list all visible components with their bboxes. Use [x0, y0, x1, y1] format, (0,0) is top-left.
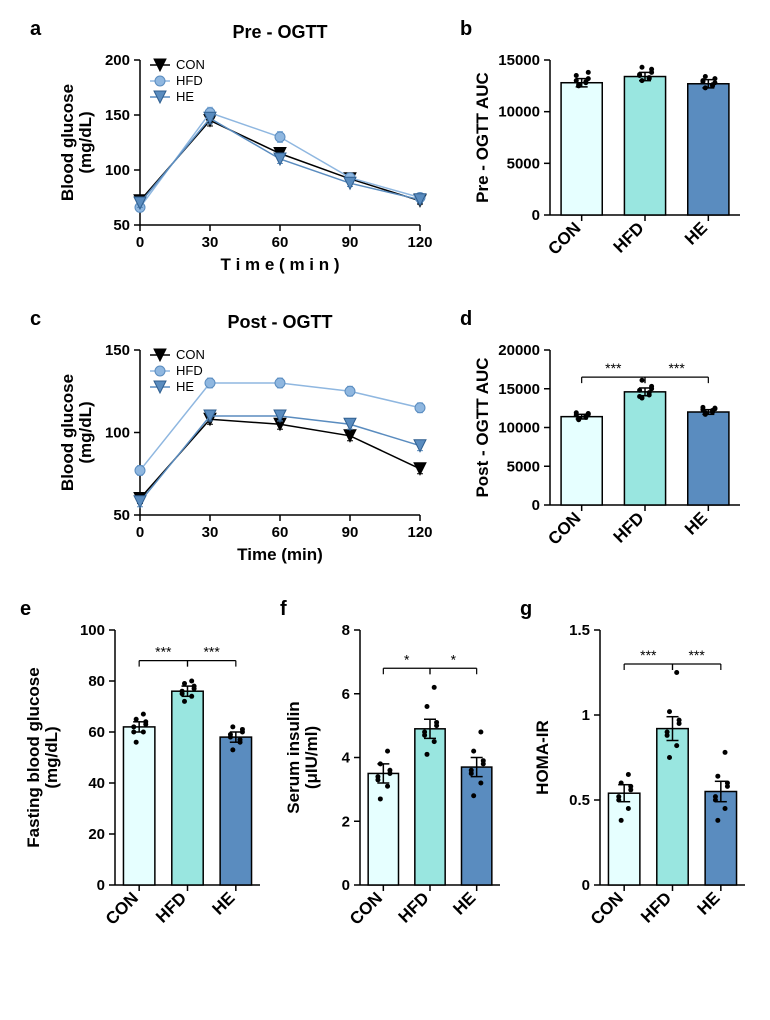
svg-text:CON: CON: [587, 888, 627, 928]
svg-text:0: 0: [136, 524, 144, 541]
svg-text:Fasting blood glucose(mg/dL): Fasting blood glucose(mg/dL): [24, 667, 61, 847]
svg-text:HFD: HFD: [176, 363, 203, 378]
svg-text:30: 30: [202, 524, 219, 541]
svg-text:0: 0: [532, 497, 540, 514]
svg-text:HE: HE: [209, 888, 239, 918]
svg-text:d: d: [460, 308, 472, 330]
svg-text:120: 120: [407, 524, 432, 541]
svg-text:HFD: HFD: [152, 888, 190, 926]
svg-text:a: a: [30, 18, 42, 40]
figure-canvas: aPre - OGTT030609012050100150200T i m e …: [0, 0, 770, 1015]
svg-text:CON: CON: [176, 347, 205, 362]
svg-text:Serum insulin(μIU/ml): Serum insulin(μIU/ml): [284, 701, 321, 813]
svg-text:1.5: 1.5: [569, 622, 590, 639]
svg-text:***: ***: [605, 360, 622, 376]
svg-text:10000: 10000: [498, 420, 540, 437]
svg-text:HFD: HFD: [176, 73, 203, 88]
svg-text:HE: HE: [694, 888, 724, 918]
svg-text:1: 1: [582, 707, 590, 724]
panel-b: b 0 5000 10000 15000 Pre - OGTT AUC CON HFD HE: [460, 18, 740, 259]
svg-text:4: 4: [342, 750, 351, 767]
svg-text:Post - OGTT: Post - OGTT: [228, 312, 333, 332]
svg-text:HFD: HFD: [637, 888, 675, 926]
svg-text:HFD: HFD: [610, 508, 648, 546]
svg-text:*: *: [404, 651, 410, 667]
svg-text:100: 100: [80, 622, 105, 639]
svg-text:150: 150: [105, 342, 130, 359]
svg-text:HE: HE: [176, 89, 194, 104]
svg-text:5000: 5000: [507, 155, 540, 172]
svg-text:0: 0: [97, 877, 105, 894]
svg-text:0: 0: [532, 207, 540, 224]
svg-text:60: 60: [272, 524, 289, 541]
svg-text:0.5: 0.5: [569, 792, 590, 809]
svg-text:CON: CON: [544, 508, 584, 548]
svg-text:60: 60: [88, 724, 105, 741]
svg-text:Blood glucose(mg/dL): Blood glucose(mg/dL): [58, 374, 95, 491]
svg-text:c: c: [30, 308, 41, 330]
svg-text:CON: CON: [544, 218, 584, 258]
svg-text:HFD: HFD: [395, 888, 433, 926]
svg-text:20000: 20000: [498, 342, 540, 359]
svg-text:HFD: HFD: [610, 218, 648, 256]
svg-text:120: 120: [407, 234, 432, 251]
svg-text:200: 200: [105, 52, 130, 69]
svg-text:Post - OGTT AUC: Post - OGTT AUC: [473, 357, 492, 497]
svg-text:10000: 10000: [498, 104, 540, 121]
svg-text:8: 8: [342, 622, 350, 639]
svg-text:HOMA-IR: HOMA-IR: [533, 720, 552, 795]
svg-text:CON: CON: [346, 888, 386, 928]
svg-text:30: 30: [202, 234, 219, 251]
svg-text:Pre - OGTT: Pre - OGTT: [232, 22, 327, 42]
svg-text:50: 50: [113, 507, 130, 524]
svg-text:0: 0: [136, 234, 144, 251]
svg-text:100: 100: [105, 425, 130, 442]
panel-a: a Pre - OGTT 0 30 60 90 120 50 100 150 200 T i m e …: [30, 18, 433, 274]
svg-text:15000: 15000: [498, 381, 540, 398]
svg-text:15000: 15000: [498, 52, 540, 69]
svg-text:5000: 5000: [507, 458, 540, 475]
svg-text:40: 40: [88, 775, 105, 792]
svg-text:***: ***: [640, 647, 657, 663]
svg-text:***: ***: [155, 644, 172, 660]
svg-text:100: 100: [105, 162, 130, 179]
svg-text:CON: CON: [102, 888, 142, 928]
panel-d: d 0 5000 10000 15000 20000 Post - OGTT AUC CON H…: [460, 308, 740, 549]
svg-text:f: f: [280, 598, 287, 620]
svg-text:T i m e ( m i n ): T i m e ( m i n ): [220, 255, 339, 274]
svg-text:b: b: [460, 18, 472, 40]
svg-text:*: *: [451, 651, 457, 667]
svg-text:Pre - OGTT AUC: Pre - OGTT AUC: [473, 72, 492, 203]
svg-text:Time (min): Time (min): [237, 545, 323, 564]
svg-text:Blood glucose(mg/dL): Blood glucose(mg/dL): [58, 84, 95, 201]
svg-text:0: 0: [342, 877, 350, 894]
svg-text:150: 150: [105, 107, 130, 124]
svg-text:***: ***: [203, 644, 220, 660]
svg-text:HE: HE: [176, 379, 194, 394]
svg-text:HE: HE: [681, 218, 711, 248]
svg-text:***: ***: [668, 360, 685, 376]
svg-text:e: e: [20, 598, 31, 620]
svg-text:20: 20: [88, 826, 105, 843]
svg-text:80: 80: [88, 673, 105, 690]
panel-f: f 0 2 4 6 8 Serum insulin(μIU/ml) CONHFD HE * *: [280, 598, 500, 929]
svg-text:0: 0: [582, 877, 590, 894]
svg-text:***: ***: [688, 647, 705, 663]
svg-text:g: g: [520, 598, 532, 620]
svg-text:HE: HE: [681, 508, 711, 538]
svg-text:90: 90: [342, 234, 359, 251]
panel-c: c Post - OGTT 0 30 60 90 120 50 100 150 Time (min)…: [30, 308, 433, 564]
panel-e: e 0 20 40 60 80 100 Fasting blood glucose(mg/dL…: [20, 598, 260, 929]
svg-text:HE: HE: [449, 888, 479, 918]
svg-text:60: 60: [272, 234, 289, 251]
svg-text:90: 90: [342, 524, 359, 541]
svg-text:CON: CON: [176, 57, 205, 72]
svg-text:2: 2: [342, 813, 350, 830]
panel-g: g 0 0.5 1 1.5 HOMA-IR CON HFD HE *** ***: [520, 598, 745, 929]
svg-text:6: 6: [342, 686, 350, 703]
svg-text:50: 50: [113, 217, 130, 234]
